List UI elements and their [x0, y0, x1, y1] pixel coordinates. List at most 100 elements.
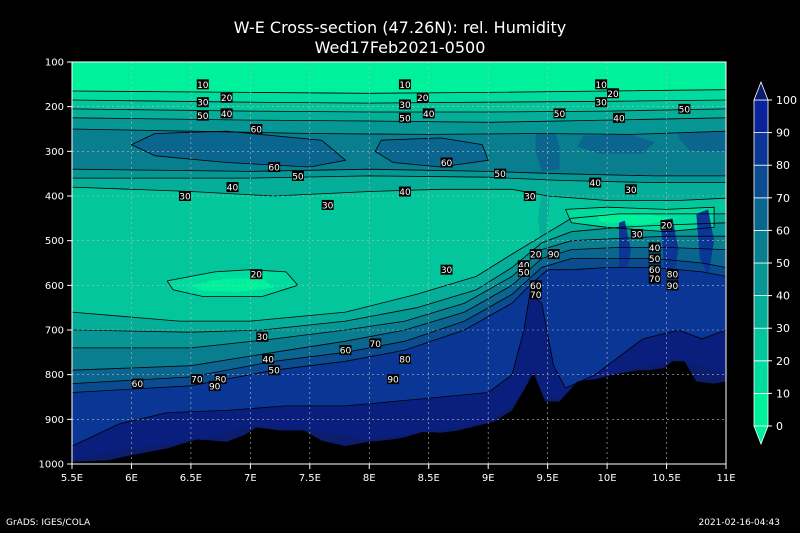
colorbar-segment-7: [753, 164, 769, 199]
x-tick-label-3: 7E: [244, 473, 257, 484]
contour-label-49: 80: [398, 354, 411, 366]
contour-label-1: 30: [196, 97, 209, 109]
humidity-band-19: [72, 117, 726, 135]
svg-text:30: 30: [322, 201, 334, 211]
contour-line-13: [72, 267, 726, 393]
contour-label-54: 60: [131, 378, 144, 390]
contour-label-2: 20: [220, 92, 233, 104]
contour-label-35: 90: [666, 280, 679, 292]
svg-text:90: 90: [548, 251, 560, 261]
contour-label-20: 30: [178, 191, 191, 203]
contour-line-14: [72, 293, 726, 447]
x-tick-label-0: 5.5E: [61, 473, 83, 484]
x-tick-label-6: 8.5E: [418, 473, 440, 484]
contour-label-29: 30: [630, 228, 643, 240]
contour-label-45: 40: [262, 354, 275, 366]
contour-label-30: 40: [648, 242, 661, 254]
contour-label-53: 90: [208, 380, 221, 392]
contour-label-17: 60: [268, 161, 281, 173]
colorbar: 0 10 20 30 40 50 60 70 80 90 100: [753, 80, 797, 446]
x-tick-label-1: 6E: [125, 473, 138, 484]
y-tick-label-6: 700: [45, 326, 64, 337]
contour-label-43: 20: [250, 269, 263, 281]
y-tick-label-0: 100: [45, 58, 64, 69]
contour-line-9: [72, 222, 726, 333]
svg-text:30: 30: [595, 99, 607, 109]
svg-text:80: 80: [399, 356, 411, 366]
colorbar-label-2: 20: [776, 355, 790, 368]
colorbar-segment-6: [753, 197, 769, 231]
y-tick-label-7: 800: [45, 370, 64, 381]
svg-text:90: 90: [387, 376, 399, 386]
colorbar-bottom-arrow: [753, 425, 769, 446]
y-tick-label-5: 600: [45, 281, 64, 292]
x-tick-label-9: 10E: [598, 473, 617, 484]
svg-text:10: 10: [595, 81, 607, 91]
svg-text:50: 50: [679, 105, 691, 115]
svg-text:30: 30: [631, 230, 643, 240]
svg-text:60: 60: [251, 126, 263, 136]
axes: 5.5E 6E 6.5E 7E 7.5E 8E 8.5E 9E 9.5E 10E 10.5E 11E 1…: [39, 58, 736, 485]
contour-line-8: [72, 213, 726, 322]
colorbar-label-8: 80: [776, 159, 790, 172]
svg-text:60: 60: [530, 282, 542, 292]
contour-line-4: [72, 128, 726, 135]
svg-text:90: 90: [209, 382, 221, 392]
svg-text:80: 80: [215, 376, 227, 386]
colorbar-label-0: 0: [776, 420, 783, 433]
colorbar-segment-0: [753, 392, 769, 427]
svg-text:20: 20: [417, 94, 429, 104]
humidity-band-17: [535, 126, 560, 172]
svg-text:50: 50: [399, 114, 411, 124]
terrain-mask: [72, 361, 726, 464]
humidity-band-27: [696, 209, 715, 277]
contour-label-3: 50: [196, 110, 209, 122]
svg-text:40: 40: [589, 179, 601, 189]
svg-text:20: 20: [221, 94, 233, 104]
colorbar-label-3: 30: [776, 322, 790, 335]
contour-label-27: 30: [624, 184, 637, 196]
humidity-band-25: [619, 220, 631, 286]
contour-line-17: [374, 137, 489, 168]
colorbar-label-10: 100: [776, 94, 797, 107]
humidity-band-3: [72, 236, 726, 371]
contour-label-6: 10: [398, 79, 411, 91]
plot-frame: [71, 61, 727, 465]
colorbar-segment-5: [753, 229, 769, 264]
contour-label-40: 60: [529, 280, 542, 292]
svg-text:70: 70: [649, 275, 661, 285]
svg-text:40: 40: [262, 356, 274, 366]
contour-label-37: 40: [517, 260, 530, 272]
x-tick-label-11: 11E: [716, 473, 735, 484]
contour-label-31: 50: [648, 253, 661, 265]
svg-text:60: 60: [441, 159, 453, 169]
colorbar-top-arrow: [753, 80, 769, 101]
y-tick-label-8: 900: [45, 415, 64, 426]
svg-text:30: 30: [179, 193, 191, 203]
footer-credit: GrADS: IGES/COLA: [6, 518, 91, 528]
contour-label-38: 50: [517, 266, 530, 278]
contour-label-21: 30: [321, 199, 334, 211]
svg-text:20: 20: [661, 222, 673, 232]
contour-line-18: [565, 206, 715, 233]
svg-text:30: 30: [197, 99, 209, 109]
colorbar-label-7: 70: [776, 192, 790, 205]
x-tick-label-4: 7.5E: [299, 473, 321, 484]
contour-label-14: 50: [553, 108, 566, 120]
colorbar-segment-4: [753, 262, 769, 296]
contour-line-5: [72, 168, 726, 177]
contour-label-47: 60: [339, 345, 352, 357]
colorbar-label-1: 10: [776, 387, 790, 400]
contour-label-19: 40: [226, 182, 239, 194]
svg-text:20: 20: [607, 90, 619, 100]
svg-text:30: 30: [441, 266, 453, 276]
svg-text:50: 50: [518, 268, 530, 278]
colorbar-segment-1: [753, 360, 769, 394]
svg-text:50: 50: [292, 172, 304, 182]
svg-text:40: 40: [518, 262, 530, 272]
colorbar-label-6: 60: [776, 224, 790, 237]
contour-label-0: 10: [196, 79, 209, 91]
svg-text:60: 60: [649, 266, 661, 276]
humidity-band-14: [131, 131, 346, 167]
